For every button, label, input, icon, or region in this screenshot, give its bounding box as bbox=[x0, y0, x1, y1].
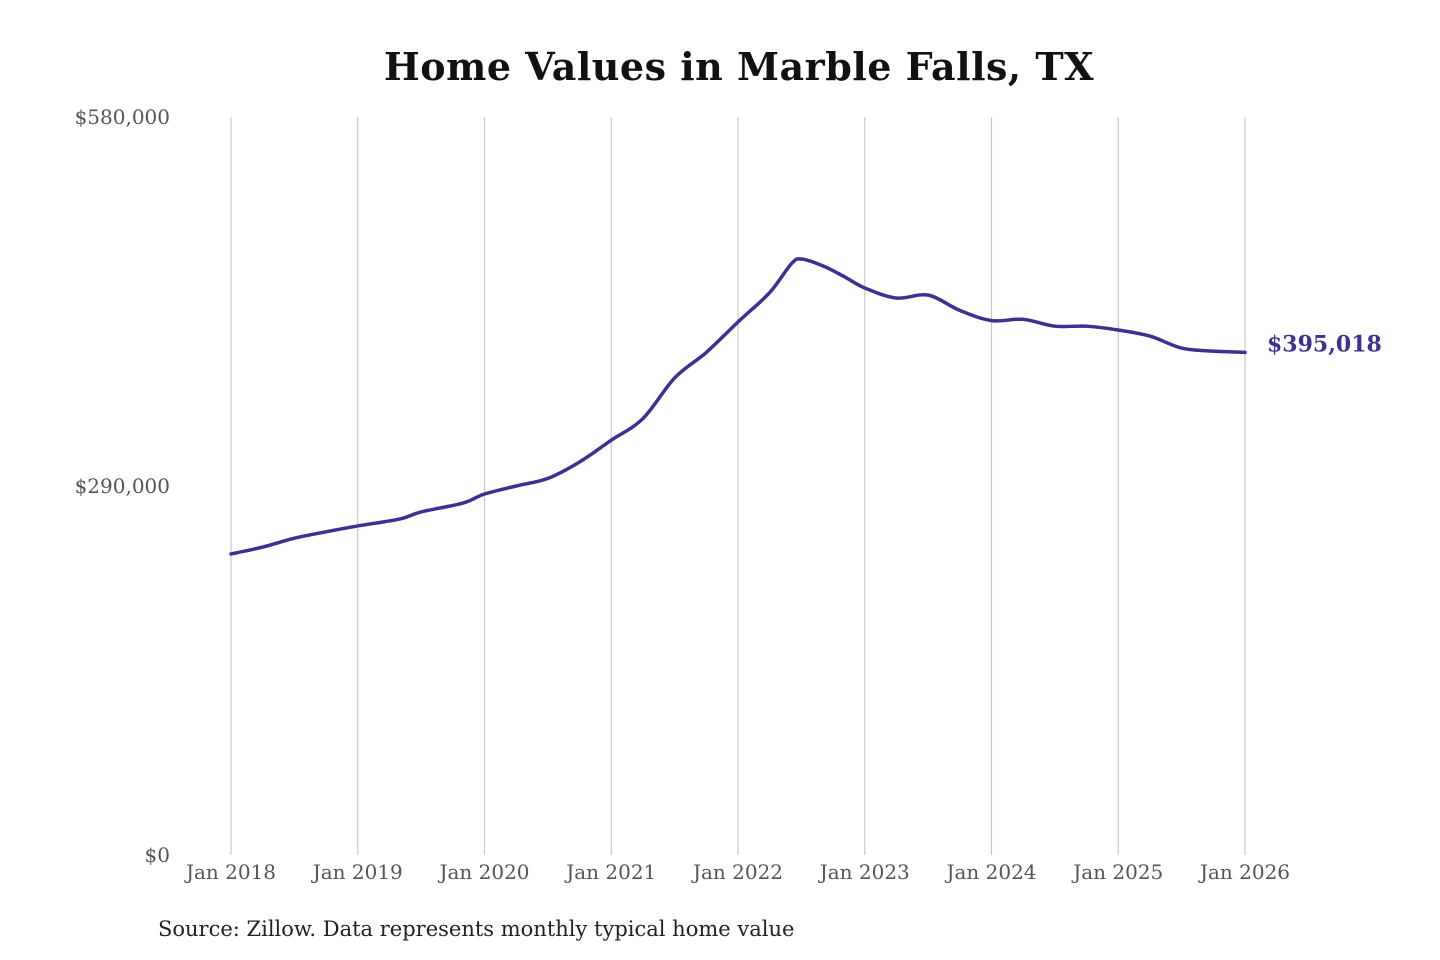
x-tick-label: Jan 2024 bbox=[944, 860, 1036, 884]
end-value-label: $395,018 bbox=[1267, 331, 1382, 357]
chart-title: Home Values in Marble Falls, TX bbox=[383, 44, 1095, 89]
x-tick-label: Jan 2026 bbox=[1198, 860, 1290, 884]
x-tick-label: Jan 2020 bbox=[437, 860, 529, 884]
series-line bbox=[229, 257, 1247, 556]
source-note: Source: Zillow. Data represents monthly … bbox=[158, 917, 795, 941]
x-tick-label: Jan 2023 bbox=[818, 860, 910, 884]
x-tick-label: Jan 2018 bbox=[184, 860, 276, 884]
y-tick-label: $290,000 bbox=[75, 474, 170, 498]
x-tick-label: Jan 2019 bbox=[311, 860, 403, 884]
gridlines bbox=[230, 117, 1246, 855]
x-tick-label: Jan 2025 bbox=[1071, 860, 1163, 884]
y-tick-label: $0 bbox=[145, 843, 170, 867]
x-tick-label: Jan 2021 bbox=[564, 860, 656, 884]
x-tick-label: Jan 2022 bbox=[691, 860, 783, 884]
x-axis: Jan 2018 Jan 2019 Jan 2020 Jan 2021 Jan 2022… bbox=[184, 860, 1290, 884]
y-axis: $0 $290,000 $580,000 bbox=[75, 105, 170, 867]
y-tick-label: $580,000 bbox=[75, 105, 170, 129]
